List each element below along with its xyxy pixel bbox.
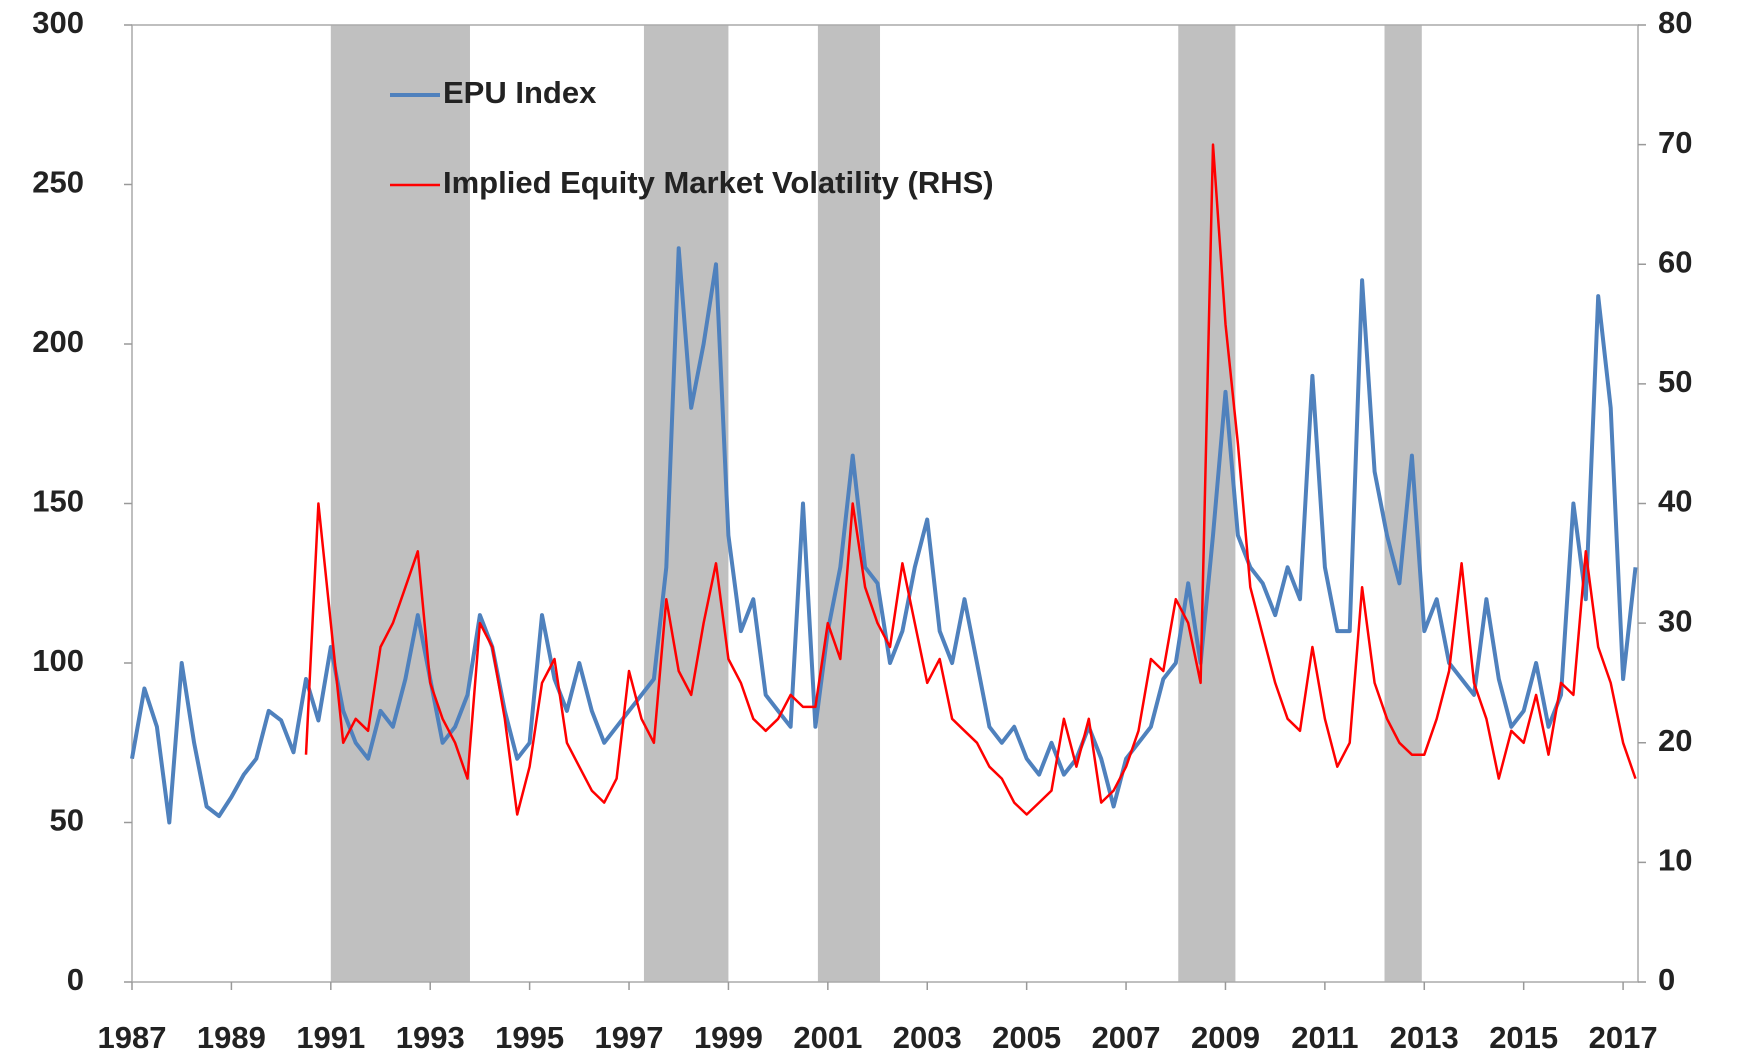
y2-tick-label: 20: [1658, 723, 1692, 758]
y2-tick-label: 80: [1658, 5, 1692, 40]
x-tick-label: 2015: [1489, 1020, 1558, 1055]
shaded-region: [643, 25, 729, 982]
y-tick-label: 150: [32, 484, 84, 519]
x-tick-label: 1995: [495, 1020, 564, 1055]
x-tick-label: 1993: [396, 1020, 465, 1055]
y2-tick-label: 0: [1658, 962, 1675, 997]
legend-label: Implied Equity Market Volatility (RHS): [443, 165, 994, 200]
x-tick-label: 1987: [98, 1020, 167, 1055]
x-tick-label: 1991: [296, 1020, 365, 1055]
y2-tick-label: 50: [1658, 364, 1692, 399]
y2-tick-label: 30: [1658, 603, 1692, 638]
x-tick-label: 2013: [1390, 1020, 1459, 1055]
x-tick-label: 1989: [197, 1020, 266, 1055]
y-tick-label: 0: [67, 962, 84, 997]
y-tick-label: 100: [32, 643, 84, 678]
x-tick-label: 2005: [992, 1020, 1061, 1055]
x-tick-label: 2003: [893, 1020, 962, 1055]
legend-label: EPU Index: [443, 75, 597, 110]
y2-tick-label: 70: [1658, 125, 1692, 160]
y-tick-label: 50: [50, 803, 84, 838]
x-tick-label: 1999: [694, 1020, 763, 1055]
series-line: [130, 246, 1638, 825]
series-line: [304, 143, 1637, 816]
y2-tick-label: 60: [1658, 244, 1692, 279]
x-tick-label: 2011: [1291, 1020, 1358, 1055]
x-tick-label: 1997: [595, 1020, 664, 1055]
x-tick-label: 2009: [1191, 1020, 1260, 1055]
y2-tick-label: 40: [1658, 484, 1692, 519]
y-tick-label: 250: [32, 165, 84, 200]
y-tick-label: 200: [32, 324, 84, 359]
x-tick-label: 2007: [1092, 1020, 1161, 1055]
shaded-region: [1178, 25, 1236, 982]
x-tick-label: 2001: [793, 1020, 862, 1055]
y2-tick-label: 10: [1658, 843, 1692, 878]
x-tick-label: 2017: [1589, 1020, 1658, 1055]
y-tick-label: 300: [32, 5, 84, 40]
